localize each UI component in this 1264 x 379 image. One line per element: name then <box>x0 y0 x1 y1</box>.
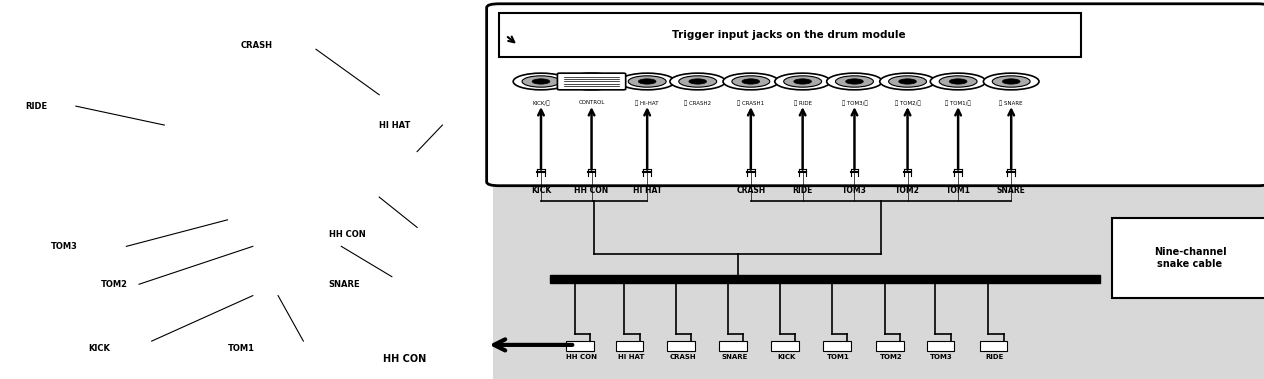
Circle shape <box>836 76 873 87</box>
Text: CRASH: CRASH <box>240 41 272 50</box>
Text: RIDE: RIDE <box>25 102 48 111</box>
Text: Ⓐ RIDE: Ⓐ RIDE <box>794 100 811 106</box>
FancyBboxPatch shape <box>499 13 1081 57</box>
FancyBboxPatch shape <box>719 341 747 351</box>
FancyBboxPatch shape <box>566 341 594 351</box>
Circle shape <box>930 73 986 90</box>
Text: TOM3: TOM3 <box>842 186 867 195</box>
Circle shape <box>742 79 760 84</box>
Text: SNARE: SNARE <box>329 280 360 289</box>
Text: RIDE: RIDE <box>986 354 1004 360</box>
Circle shape <box>689 79 707 84</box>
Text: TOM2: TOM2 <box>101 280 128 289</box>
Text: CRASH: CRASH <box>669 354 696 360</box>
FancyBboxPatch shape <box>616 341 643 351</box>
Text: HH CON: HH CON <box>329 230 365 240</box>
Circle shape <box>846 79 863 84</box>
Circle shape <box>1002 79 1020 84</box>
Circle shape <box>992 76 1030 87</box>
Circle shape <box>794 79 811 84</box>
Text: HH CON: HH CON <box>566 354 597 360</box>
Text: Ⓐ TOM2/Ⓒ: Ⓐ TOM2/Ⓒ <box>895 100 920 106</box>
Text: KICK: KICK <box>88 344 110 353</box>
Text: HI HAT: HI HAT <box>379 121 411 130</box>
Text: Ⓕ HI-HAT: Ⓕ HI-HAT <box>636 100 659 106</box>
Text: TOM2: TOM2 <box>880 354 902 360</box>
FancyBboxPatch shape <box>1112 218 1264 298</box>
Circle shape <box>679 76 717 87</box>
Text: KICK: KICK <box>531 186 551 195</box>
Circle shape <box>949 79 967 84</box>
Text: HI HAT: HI HAT <box>618 354 643 360</box>
Text: TOM1: TOM1 <box>228 344 254 353</box>
Text: SNARE: SNARE <box>722 354 747 360</box>
Circle shape <box>939 76 977 87</box>
Text: HH CON: HH CON <box>574 186 609 195</box>
Text: TOM1: TOM1 <box>827 354 849 360</box>
Text: RIDE: RIDE <box>793 186 813 195</box>
Circle shape <box>564 73 619 90</box>
Circle shape <box>513 73 569 90</box>
Circle shape <box>732 76 770 87</box>
Text: Ⓐ CRASH2: Ⓐ CRASH2 <box>684 100 712 106</box>
Text: KICK/Ⓒ: KICK/Ⓒ <box>532 100 550 106</box>
Text: TOM3: TOM3 <box>930 354 953 360</box>
Circle shape <box>638 79 656 84</box>
Circle shape <box>573 76 611 87</box>
Text: Ⓐ TOM1/Ⓒ: Ⓐ TOM1/Ⓒ <box>945 100 971 106</box>
Circle shape <box>889 76 927 87</box>
FancyBboxPatch shape <box>557 73 626 90</box>
Circle shape <box>532 79 550 84</box>
Text: Trigger input jacks on the drum module: Trigger input jacks on the drum module <box>672 30 905 40</box>
FancyBboxPatch shape <box>550 275 1100 283</box>
Text: TOM3: TOM3 <box>51 242 77 251</box>
Circle shape <box>619 73 675 90</box>
Text: Ⓑ SNARE: Ⓑ SNARE <box>1000 100 1023 106</box>
FancyBboxPatch shape <box>487 133 1264 379</box>
Text: KICK: KICK <box>777 354 795 360</box>
Text: CONTROL: CONTROL <box>579 100 604 105</box>
Text: TOM2: TOM2 <box>895 186 920 195</box>
Circle shape <box>628 76 666 87</box>
FancyBboxPatch shape <box>980 341 1007 351</box>
Text: Nine-channel
snake cable: Nine-channel snake cable <box>1154 247 1226 268</box>
Circle shape <box>899 79 916 84</box>
Circle shape <box>880 73 935 90</box>
Circle shape <box>827 73 882 90</box>
Text: HH CON: HH CON <box>383 354 426 364</box>
Text: TOM1: TOM1 <box>945 186 971 195</box>
Text: Ⓕ TOM3/Ⓒ: Ⓕ TOM3/Ⓒ <box>842 100 867 106</box>
Circle shape <box>723 73 779 90</box>
Circle shape <box>522 76 560 87</box>
Circle shape <box>983 73 1039 90</box>
FancyBboxPatch shape <box>823 341 851 351</box>
FancyBboxPatch shape <box>487 4 1264 186</box>
Circle shape <box>670 73 726 90</box>
Circle shape <box>775 73 830 90</box>
Text: HI HAT: HI HAT <box>632 186 662 195</box>
FancyBboxPatch shape <box>927 341 954 351</box>
Text: CRASH: CRASH <box>736 186 766 195</box>
Text: SNARE: SNARE <box>997 186 1025 195</box>
FancyBboxPatch shape <box>771 341 799 351</box>
Circle shape <box>784 76 822 87</box>
FancyBboxPatch shape <box>876 341 904 351</box>
Circle shape <box>583 79 600 84</box>
Text: Ⓐ CRASH1: Ⓐ CRASH1 <box>737 100 765 106</box>
FancyBboxPatch shape <box>667 341 695 351</box>
FancyBboxPatch shape <box>0 0 493 379</box>
